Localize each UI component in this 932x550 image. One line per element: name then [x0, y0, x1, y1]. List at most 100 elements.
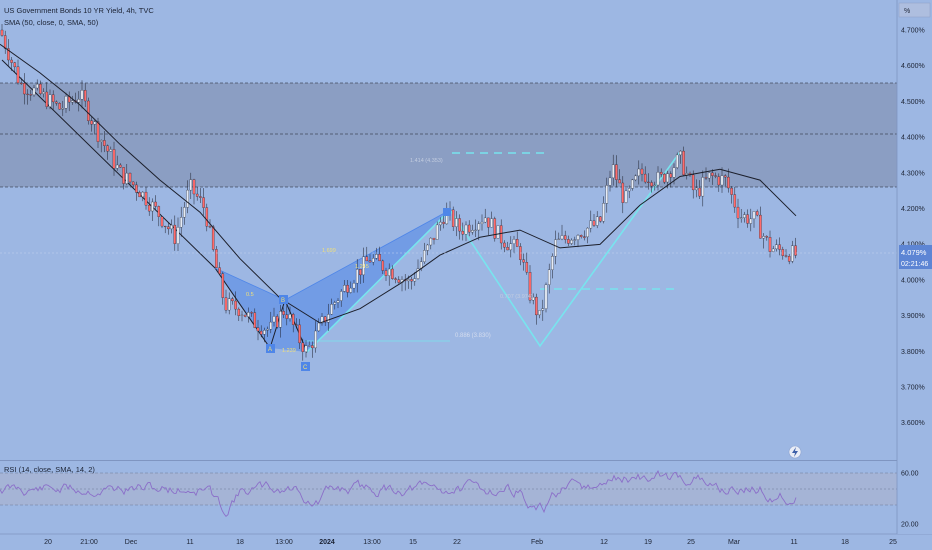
candle-body [794, 245, 797, 256]
candle-body [352, 283, 356, 289]
candle-body [474, 229, 477, 231]
candle-body [368, 260, 372, 263]
candle-body [39, 83, 42, 94]
candle-body [106, 145, 109, 152]
candle-body [125, 172, 129, 184]
candle-body [736, 206, 740, 219]
current-price-tag[interactable] [899, 245, 932, 269]
candle-body [221, 273, 225, 298]
candle-body [371, 258, 375, 263]
resistance-zone[interactable] [0, 83, 897, 187]
rsi-legend[interactable]: RSI (14, close, SMA, 14, 2) [4, 465, 95, 474]
candle-body [135, 184, 138, 193]
candle-body [311, 345, 314, 349]
candle-body [554, 239, 557, 257]
candle-body [160, 216, 164, 227]
candle-body [167, 226, 170, 230]
candle-body [637, 168, 641, 177]
candle-body [259, 330, 263, 335]
candle-body [509, 243, 513, 251]
candle-body [631, 179, 634, 189]
candle-body [573, 239, 577, 241]
ratio-label-1239: 1.239 [282, 348, 296, 354]
price-axis-label: 3.600% [901, 420, 925, 427]
candle-body [464, 224, 468, 235]
candle-body [295, 324, 298, 326]
candle-body [701, 177, 705, 197]
candlestick-series[interactable] [0, 24, 797, 361]
candle-body [791, 245, 794, 262]
candle-body [13, 62, 17, 68]
candle-body [234, 300, 237, 310]
price-axis-label: 4.700% [901, 28, 925, 35]
candle-body [122, 167, 125, 184]
candle-body [250, 312, 253, 314]
candle-body [429, 237, 433, 246]
candle-body [717, 176, 721, 186]
candle-body [19, 82, 23, 84]
candle-body [471, 230, 474, 233]
harmonic-line-xb [214, 267, 286, 301]
candle-body [365, 256, 369, 262]
candle-body [26, 93, 29, 95]
candle-body [720, 175, 724, 186]
candle-body [227, 298, 231, 311]
time-axis-label: 20 [44, 539, 52, 546]
price-axis-label: 4.200% [901, 206, 925, 213]
candle-body [343, 285, 346, 292]
lightning-icon[interactable] [788, 445, 802, 459]
time-axis-label: 21:00 [80, 539, 98, 546]
candle-body [739, 217, 743, 219]
candle-body [451, 209, 455, 227]
candle-body [247, 312, 250, 317]
candle-body [618, 179, 621, 184]
price-axis-label: 4.400% [901, 135, 925, 142]
time-axis-label: 11 [186, 539, 193, 546]
candle-body [282, 311, 285, 315]
candle-body [119, 164, 122, 168]
candle-body [477, 223, 481, 231]
sma-legend[interactable]: SMA (50, close, 0, SMA, 50) [4, 18, 99, 27]
unit-box[interactable] [898, 2, 931, 18]
harmonic-pattern-left[interactable] [2, 60, 307, 352]
price-unit-label: % [904, 8, 910, 15]
candle-body [144, 191, 148, 206]
point-a-label: A [268, 347, 272, 353]
chart-title[interactable]: US Government Bonds 10 YR Yield, 4h, TVC [4, 6, 154, 15]
candle-body [455, 218, 458, 227]
rsi-line[interactable] [0, 469, 797, 518]
price-axis-label: 4.500% [901, 99, 925, 106]
sma-line[interactable] [0, 43, 797, 324]
projection-pattern-line[interactable] [306, 151, 681, 353]
candle-body [10, 59, 13, 63]
candle-body [627, 188, 631, 192]
candle-body [109, 149, 113, 152]
candle-body [330, 304, 333, 315]
time-axis-label: 18 [841, 539, 849, 546]
time-axis-label: Feb [531, 539, 543, 546]
time-axis-labels: 20 21:00 Dec 11 18 13:00 2024 13:00 15 22 Feb 12 19 2… [44, 539, 897, 546]
point-c-marker [301, 362, 310, 371]
time-axis-label: 13:00 [363, 539, 381, 546]
price-pane[interactable] [0, 0, 897, 460]
candle-body [490, 218, 493, 228]
candle-body [0, 29, 4, 36]
candle-body [42, 91, 45, 94]
candle-body [762, 236, 765, 239]
candle-body [298, 324, 301, 344]
candle-body [621, 182, 625, 203]
candle-body [211, 226, 215, 250]
ratio-label-1414: 1.414 (4.353) [410, 158, 443, 164]
candle-body [752, 211, 756, 220]
candle-body [77, 99, 81, 103]
candle-body [231, 298, 234, 302]
time-axis[interactable] [0, 534, 932, 550]
candle-body [515, 239, 519, 247]
candle-body [349, 287, 353, 293]
candle-body [483, 217, 487, 223]
candle-body [493, 218, 497, 239]
candle-body [355, 269, 359, 284]
candle-body [16, 66, 20, 84]
price-axis-label: 3.900% [901, 313, 925, 320]
